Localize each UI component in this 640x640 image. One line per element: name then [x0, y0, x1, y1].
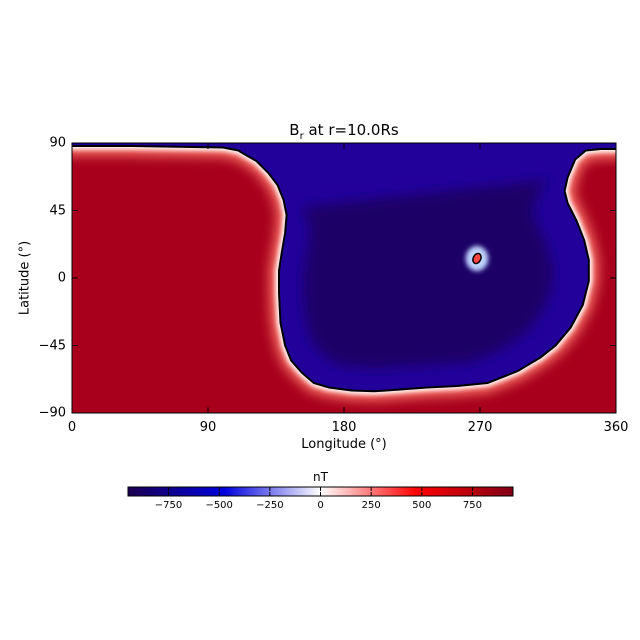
- x-ticks: [71, 143, 617, 413]
- neutral-line-contour: [72, 145, 616, 393]
- colorbar-ticks: [168, 487, 473, 496]
- x-tick-label: 180: [331, 420, 357, 435]
- title-rest: at r=10.0Rs: [303, 121, 399, 139]
- negative-polarity-core: [302, 180, 552, 368]
- title-main: B: [289, 121, 300, 139]
- title-subscript: r: [299, 131, 304, 142]
- colorbar-tick-label: −750: [154, 500, 183, 511]
- x-tick-label: 0: [67, 420, 77, 435]
- y-tick-label: −45: [38, 338, 66, 353]
- positive-island: [472, 253, 482, 264]
- colorbar-tick-label: −250: [256, 500, 284, 511]
- x-tick-label: 360: [603, 420, 629, 435]
- colorbar-label: nT: [313, 470, 328, 484]
- heatmap-area: [72, 143, 616, 413]
- chart-title: Br at r=10.0Rs: [289, 121, 398, 142]
- y-tick-label: −90: [38, 405, 66, 421]
- x-tick-label: 90: [199, 420, 217, 435]
- colorbar-tick-label: 500: [412, 500, 432, 511]
- colorbar-tick-label: 0: [317, 500, 324, 511]
- x-axis-label: Longitude (°): [301, 437, 387, 452]
- island-contour: [472, 252, 482, 265]
- x-tick-label: 270: [467, 420, 493, 435]
- y-tick-label: 45: [49, 203, 66, 218]
- y-tick-label: 0: [57, 270, 66, 286]
- y-ticks: [72, 142, 616, 414]
- y-tick-label: 90: [49, 135, 66, 151]
- colorbar-tick-label: 250: [361, 500, 381, 511]
- colorbar-tick-label: −500: [205, 500, 233, 511]
- colorbar-tick-label: 750: [462, 500, 483, 511]
- y-axis-label: Latitude (°): [17, 240, 33, 316]
